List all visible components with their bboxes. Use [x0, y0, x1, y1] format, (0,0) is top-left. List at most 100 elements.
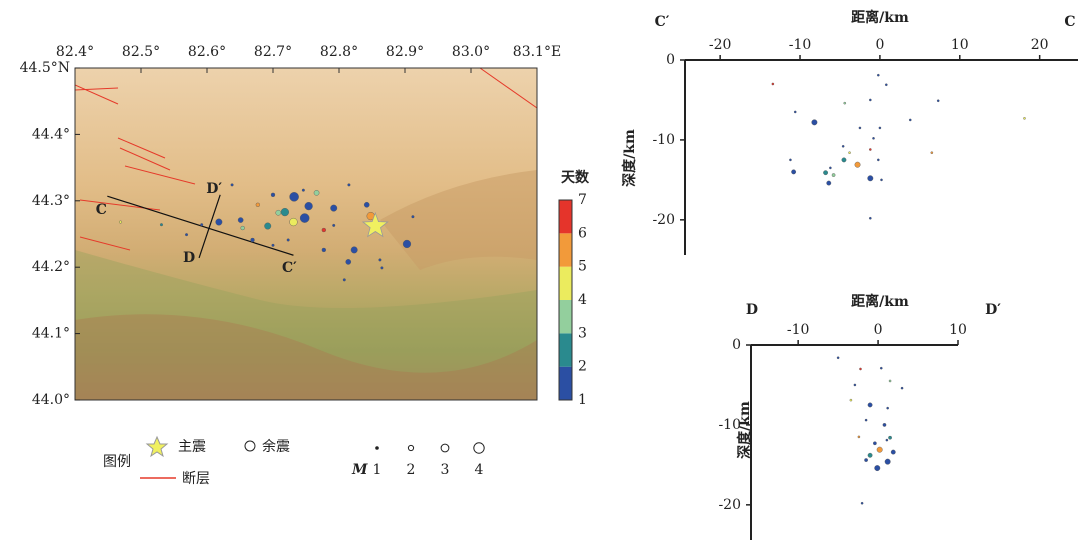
event	[842, 145, 844, 147]
event	[812, 120, 818, 126]
event	[200, 223, 203, 226]
event	[844, 102, 846, 104]
profile-label: C′	[282, 260, 297, 276]
profile-end-label: D′	[985, 302, 1001, 318]
event	[873, 442, 876, 445]
event	[837, 357, 839, 359]
event	[886, 439, 888, 441]
x-tick-label: 20	[1031, 37, 1049, 53]
colorbar-segment	[559, 233, 572, 266]
x-axis-title: 距离/km	[851, 293, 909, 310]
profile-label: D	[183, 250, 195, 266]
x-tick-label: 0	[874, 322, 883, 338]
colorbar-tick-label: 5	[578, 259, 587, 275]
event	[403, 240, 411, 248]
event	[290, 192, 299, 201]
event	[829, 167, 831, 169]
x-tick-label: 82.7°	[254, 44, 292, 60]
event	[314, 190, 319, 195]
event	[343, 279, 346, 282]
colorbar-tick-label: 3	[578, 325, 587, 341]
colorbar-tick-label: 6	[578, 225, 587, 241]
event	[332, 224, 335, 227]
x-tick-label: 82.6°	[188, 44, 226, 60]
x-tick-label: 10	[949, 322, 967, 338]
event	[264, 223, 271, 230]
event	[300, 214, 309, 223]
event	[859, 127, 861, 129]
event	[858, 436, 860, 438]
event	[351, 247, 358, 254]
size-legend-label: M	[351, 462, 368, 478]
size-legend-value: 2	[407, 462, 416, 478]
y-tick-label: 44.1°	[32, 326, 70, 342]
event	[885, 84, 887, 86]
event	[302, 189, 305, 192]
event	[185, 233, 188, 236]
legend-star	[147, 437, 167, 456]
y-tick-label: 44.2°	[32, 259, 70, 275]
profile-label: C	[96, 202, 107, 218]
map-background	[75, 68, 537, 400]
y-axis-title: 深度/km	[621, 129, 638, 187]
event	[322, 248, 326, 252]
x-tick-label: 82.5°	[122, 44, 160, 60]
event	[251, 238, 255, 242]
event	[883, 423, 886, 426]
event	[119, 221, 122, 224]
event	[772, 83, 774, 85]
x-tick-label: 83.1°E	[513, 44, 561, 60]
event	[842, 158, 846, 162]
legend: 图例 主震 余震 断层 M	[103, 437, 368, 487]
colorbar-segment	[559, 300, 572, 333]
event	[880, 179, 882, 181]
y-tick-label: 44.3°	[32, 193, 70, 209]
colorbar-tick-label: 7	[578, 192, 587, 208]
y-tick-label: 0	[732, 337, 741, 353]
legend-title: 图例	[103, 454, 131, 470]
y-tick-label: 44.5°N	[20, 60, 70, 76]
colorbar-tick-label: 4	[578, 292, 587, 308]
size-legend-value: 1	[373, 462, 382, 478]
event	[348, 184, 351, 187]
figure: 图例 主震 余震 断层 M 82.4°82.5°82.6°82.7°82.8°8…	[0, 0, 1089, 551]
event	[281, 208, 289, 216]
event	[885, 459, 891, 465]
event	[891, 450, 895, 454]
event	[859, 368, 861, 370]
event	[271, 193, 275, 197]
event	[276, 210, 281, 215]
event	[937, 100, 939, 102]
colorbar-segment	[559, 200, 572, 233]
event	[160, 223, 163, 226]
x-tick-label: 83.0°	[452, 44, 490, 60]
x-axis-title: 距离/km	[851, 9, 909, 26]
size-legend-mark	[474, 443, 484, 453]
event	[412, 215, 415, 218]
event	[868, 453, 872, 457]
legend-fault: 断层	[182, 471, 210, 487]
profile-end-label: D	[746, 302, 758, 318]
legend-mainshock: 主震	[178, 439, 206, 455]
event	[231, 184, 234, 187]
event	[789, 159, 791, 161]
x-tick-label: 0	[875, 37, 884, 53]
size-legend-mark	[441, 444, 449, 452]
event	[877, 447, 883, 453]
colorbar-tick-label: 2	[578, 359, 587, 375]
colorbar-tick-label: 1	[578, 392, 587, 408]
event	[869, 217, 871, 219]
event	[888, 436, 891, 439]
x-tick-label: -10	[787, 322, 810, 338]
event	[889, 380, 891, 382]
event	[931, 152, 933, 154]
event	[875, 465, 881, 471]
profile-label: D′	[206, 181, 222, 197]
colorbar-segment	[559, 367, 572, 400]
event	[872, 137, 874, 139]
event	[865, 419, 867, 421]
y-tick-label: 0	[666, 52, 675, 68]
event	[869, 99, 871, 101]
event	[791, 170, 795, 174]
size-legend-mark	[376, 447, 379, 450]
